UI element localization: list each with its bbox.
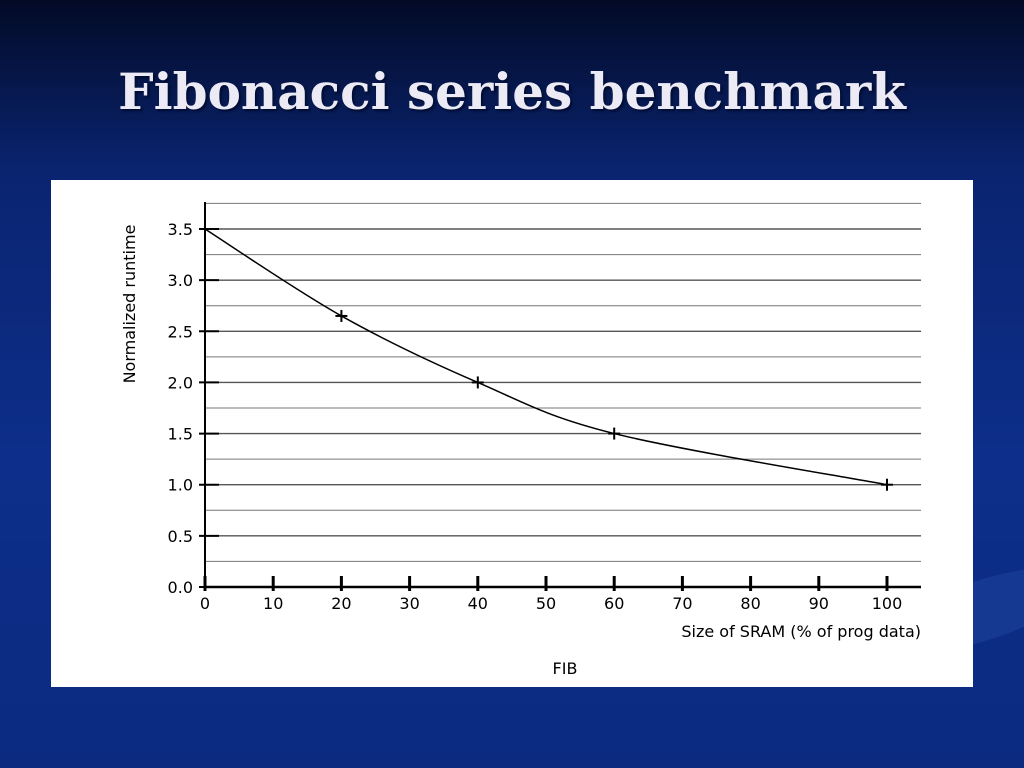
data-point — [608, 427, 621, 440]
x-tick-label: 20 — [331, 594, 351, 613]
chart-caption: FIB — [553, 659, 578, 678]
y-tick-label: 2.0 — [168, 373, 193, 392]
data-point — [471, 376, 484, 389]
series — [199, 223, 893, 491]
x-tick-label: 10 — [263, 594, 283, 613]
x-tick-label: 100 — [872, 594, 903, 613]
y-tick-label: 3.5 — [168, 220, 193, 239]
data-point — [199, 223, 211, 235]
y-tick-label: 2.5 — [168, 322, 193, 341]
x-tick-label: 90 — [809, 594, 829, 613]
data-point — [881, 478, 893, 491]
series-line — [204, 228, 888, 486]
chart-panel: 0.0 0.5 1.0 1.5 2.0 2.5 3.0 3.5 0 10 20 30 40 50 60 70 8… — [51, 180, 973, 687]
line-chart: 0.0 0.5 1.0 1.5 2.0 2.5 3.0 3.5 0 10 20 30 40 50 60 70 8… — [120, 202, 921, 678]
axes — [204, 202, 921, 589]
y-tick-label: 1.0 — [168, 476, 193, 495]
y-axis-label: Normalized runtime — [120, 225, 139, 384]
grid-lines — [205, 202, 921, 562]
x-tick-label: 0 — [200, 594, 210, 613]
x-tick-label: 50 — [536, 594, 556, 613]
x-tick-label: 60 — [604, 594, 624, 613]
x-tick-label: 70 — [672, 594, 692, 613]
data-point — [335, 309, 348, 322]
x-axis-label: Size of SRAM (% of prog data) — [681, 622, 921, 641]
slide-title: Fibonacci series benchmark — [118, 62, 906, 121]
ticks: 0.0 0.5 1.0 1.5 2.0 2.5 3.0 3.5 0 10 20 30 40 50 60 70 8… — [168, 220, 903, 613]
y-tick-label: 0.5 — [168, 527, 193, 546]
x-tick-label: 80 — [740, 594, 760, 613]
y-tick-label: 0.0 — [168, 578, 193, 597]
y-tick-label: 3.0 — [168, 271, 193, 290]
x-tick-label: 30 — [399, 594, 419, 613]
y-tick-label: 1.5 — [168, 425, 193, 444]
x-tick-label: 40 — [468, 594, 488, 613]
